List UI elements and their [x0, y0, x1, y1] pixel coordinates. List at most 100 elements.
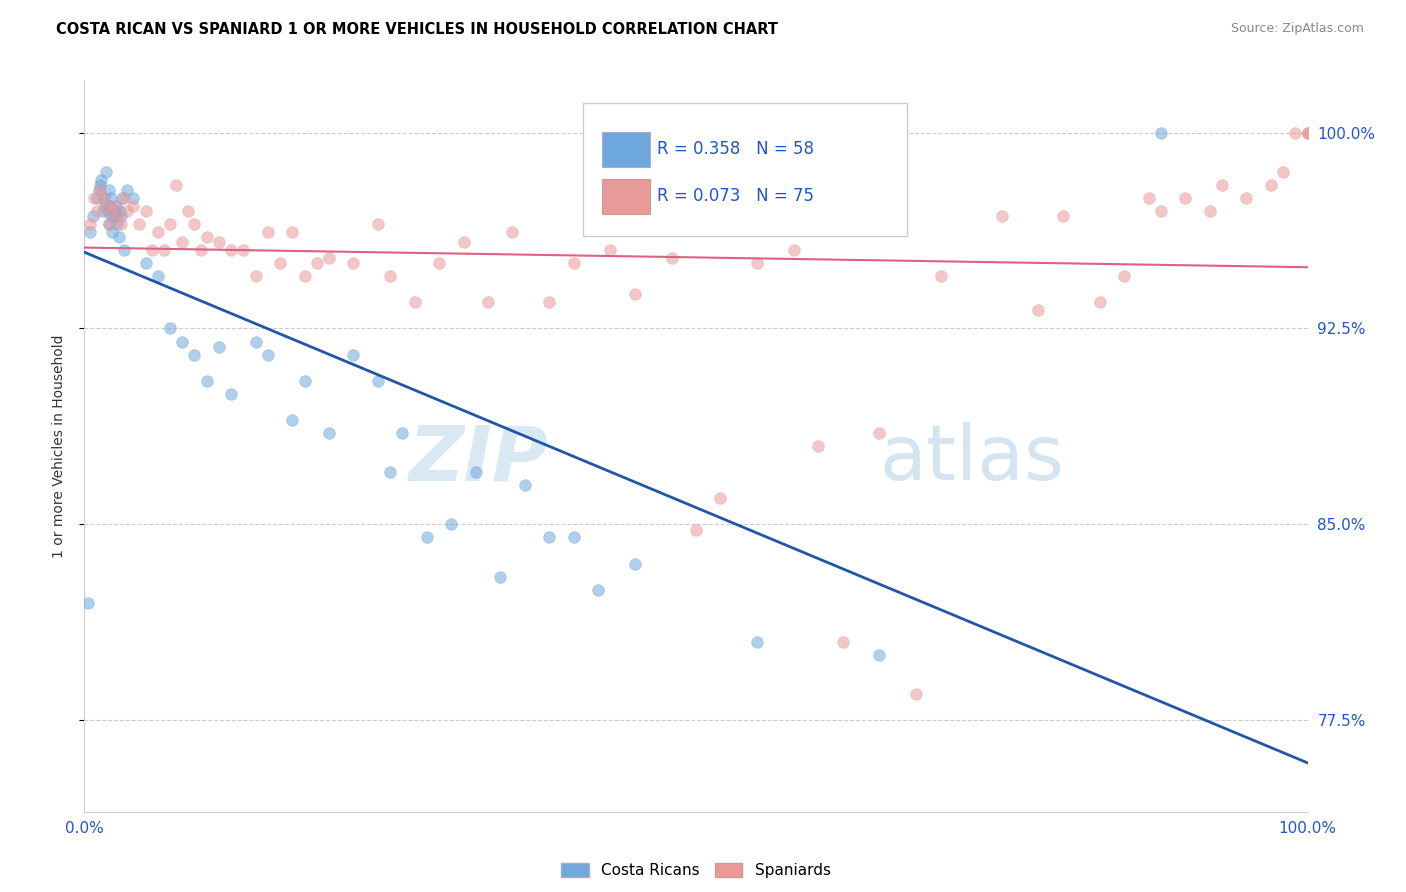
Point	[141, 243, 163, 257]
Point	[135, 256, 157, 270]
Point	[103, 203, 125, 218]
Point	[122, 191, 145, 205]
Point	[599, 243, 621, 257]
Point	[747, 635, 769, 649]
Text: ZIP: ZIP	[409, 422, 550, 496]
Text: COSTA RICAN VS SPANIARD 1 OR MORE VEHICLES IN HOUSEHOLD CORRELATION CHART: COSTA RICAN VS SPANIARD 1 OR MORE VEHICL…	[56, 22, 779, 37]
Point	[453, 235, 475, 250]
Point	[101, 225, 124, 239]
Point	[208, 340, 231, 354]
Point	[104, 209, 127, 223]
Y-axis label: 1 or more Vehicles in Household: 1 or more Vehicles in Household	[52, 334, 66, 558]
Point	[86, 203, 108, 218]
Point	[562, 530, 585, 544]
Point	[1052, 209, 1074, 223]
Point	[94, 199, 117, 213]
Point	[257, 225, 280, 239]
Point	[1150, 126, 1173, 140]
Point	[661, 251, 683, 265]
Text: Source: ZipAtlas.com: Source: ZipAtlas.com	[1230, 22, 1364, 36]
Point	[208, 235, 231, 250]
Point	[391, 425, 413, 440]
Point	[905, 687, 928, 701]
Point	[1236, 191, 1258, 205]
Text: atlas: atlas	[880, 422, 1064, 496]
Point	[195, 374, 218, 388]
Point	[146, 225, 169, 239]
Point	[165, 178, 187, 192]
Point	[83, 191, 105, 205]
Point	[98, 199, 121, 213]
Point	[105, 199, 128, 213]
Point	[586, 582, 609, 597]
Point	[294, 269, 316, 284]
Point	[115, 203, 138, 218]
Point	[89, 183, 111, 197]
Point	[1211, 178, 1233, 192]
Point	[380, 269, 402, 284]
Point	[538, 295, 561, 310]
Text: R = 0.073   N = 75: R = 0.073 N = 75	[657, 187, 814, 205]
Point	[112, 191, 135, 205]
Point	[79, 225, 101, 239]
Point	[111, 191, 134, 205]
Point	[257, 348, 280, 362]
Point	[219, 243, 242, 257]
Point	[1284, 126, 1306, 140]
Point	[232, 243, 254, 257]
Point	[929, 269, 952, 284]
Point	[104, 199, 127, 213]
Point	[869, 425, 891, 440]
Point	[1114, 269, 1136, 284]
Point	[685, 523, 707, 537]
Point	[97, 217, 120, 231]
Point	[367, 217, 389, 231]
Point	[440, 517, 463, 532]
Point	[245, 269, 267, 284]
Point	[1028, 303, 1050, 318]
Point	[1137, 191, 1160, 205]
Point	[281, 225, 304, 239]
Point	[1174, 191, 1197, 205]
Point	[93, 191, 115, 205]
Point	[305, 256, 328, 270]
Point	[100, 203, 122, 218]
Point	[190, 243, 212, 257]
Point	[135, 203, 157, 218]
Point	[112, 243, 135, 257]
Point	[342, 256, 364, 270]
Point	[97, 183, 120, 197]
Point	[464, 465, 486, 479]
Point	[427, 256, 450, 270]
Point	[172, 334, 194, 349]
Point	[318, 251, 340, 265]
Point	[146, 269, 169, 284]
Point	[122, 199, 145, 213]
Point	[108, 203, 131, 218]
Point	[82, 209, 104, 223]
Point	[747, 256, 769, 270]
Point	[489, 569, 512, 583]
Point	[807, 439, 830, 453]
Point	[105, 217, 128, 231]
Point	[153, 243, 176, 257]
Point	[783, 243, 806, 257]
Point	[128, 217, 150, 231]
Point	[318, 425, 340, 440]
Point	[869, 648, 891, 662]
Point	[159, 217, 181, 231]
Point	[245, 334, 267, 349]
Point	[97, 217, 120, 231]
Point	[100, 191, 122, 205]
Point	[172, 235, 194, 250]
Point	[195, 230, 218, 244]
Point	[183, 348, 205, 362]
Point	[91, 191, 114, 205]
Point	[115, 183, 138, 197]
Point	[87, 183, 110, 197]
Point	[562, 256, 585, 270]
Point	[107, 230, 129, 244]
Point	[79, 217, 101, 231]
Point	[624, 287, 647, 301]
Point	[1296, 126, 1319, 140]
